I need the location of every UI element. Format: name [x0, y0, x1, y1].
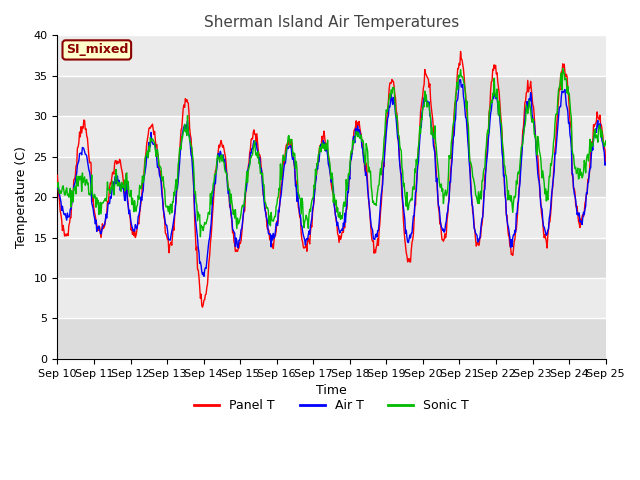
Bar: [58, 319, 605, 359]
X-axis label: Time: Time: [316, 384, 347, 397]
Text: SI_mixed: SI_mixed: [66, 43, 128, 57]
Legend: Panel T, Air T, Sonic T: Panel T, Air T, Sonic T: [189, 395, 474, 418]
Bar: [58, 238, 605, 278]
Bar: [58, 156, 605, 197]
Bar: [58, 278, 605, 319]
Y-axis label: Temperature (C): Temperature (C): [15, 146, 28, 248]
Bar: [58, 116, 605, 156]
Title: Sherman Island Air Temperatures: Sherman Island Air Temperatures: [204, 15, 459, 30]
Bar: [58, 197, 605, 238]
Bar: [58, 36, 605, 76]
Bar: [58, 76, 605, 116]
